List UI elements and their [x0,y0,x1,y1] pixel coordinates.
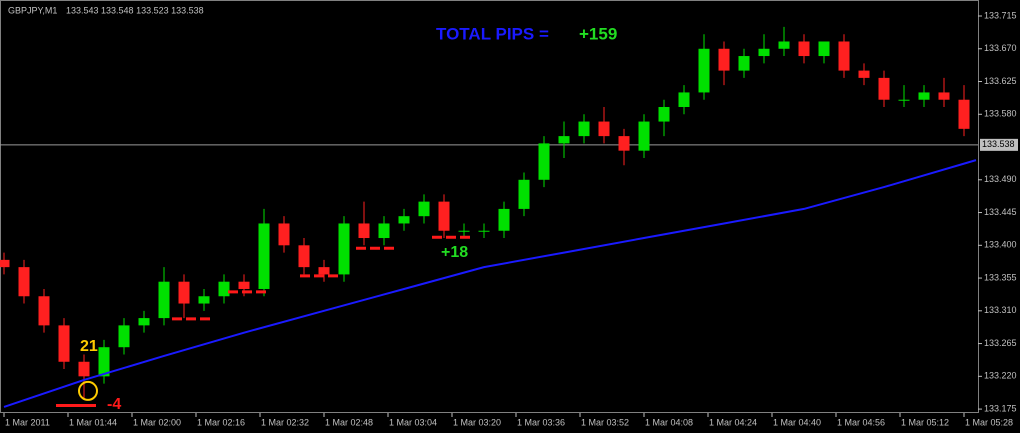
candle-body [698,48,710,93]
candle-body [558,136,570,144]
candle-body [0,259,10,268]
x-tick-label: 1 Mar 02:00 [133,417,181,427]
x-tick-label: 1 Mar 05:12 [901,417,949,427]
candle-body [278,223,290,246]
candle-body [938,92,950,100]
candle-body [738,56,750,71]
x-tick-label: 1 Mar 04:24 [709,417,757,427]
candle-body [538,143,550,180]
gain-label: +18 [441,244,468,261]
x-tick-label: 1 Mar 05:28 [965,417,1013,427]
entry-count: 21 [80,338,98,355]
candle-body [678,92,690,107]
x-tick-label: 1 Mar 03:36 [517,417,565,427]
candle-body [498,208,510,231]
total-label: TOTAL PIPS = [436,24,549,43]
candle-body [78,361,90,377]
y-tick-label: 133.670 [984,43,1017,53]
candle-body [478,230,490,232]
loss-label: -4 [107,396,121,413]
price-tag [980,138,1018,151]
y-tick-label: 133.445 [984,207,1017,217]
candle-body [438,201,450,231]
symbol: GBPJPY,M1 [8,5,57,15]
x-tick-label: 1 Mar 02:32 [261,417,309,427]
candle-body [398,216,410,224]
x-tick-label: 1 Mar 03:52 [581,417,629,427]
y-tick-label: 133.625 [984,76,1017,86]
x-tick-label: 1 Mar 04:40 [773,417,821,427]
candle-body [618,136,630,151]
candle-body [578,121,590,137]
candle-body [778,41,790,49]
candle-body [58,325,70,362]
candle-body [758,48,770,57]
candle-body [158,281,170,319]
candle-body [378,223,390,239]
candle-body [38,296,50,326]
candle-body [598,121,610,137]
candle-body [218,281,230,297]
candle-body [838,41,850,71]
candle-body [658,106,670,122]
quote: 133.543 133.548 133.523 133.538 [66,5,204,15]
x-tick-label: 1 Mar 04:56 [837,417,885,427]
candle-body [338,223,350,275]
candle-body [878,77,890,100]
candle-body [238,281,250,289]
y-tick-label: 133.175 [984,403,1017,413]
candle-body [258,223,270,289]
y-tick-label: 133.310 [984,305,1017,315]
x-tick-label: 1 Mar 02:48 [325,417,373,427]
candle-body [418,201,430,217]
entry-circle [78,380,98,401]
price-tag-label: 133.538 [982,139,1015,149]
candle-body [198,296,210,304]
x-tick-label: 1 Mar 2011 [5,417,50,427]
candle-body [138,318,150,326]
x-tick-label: 1 Mar 03:20 [453,417,501,427]
x-tick-label: 1 Mar 02:16 [197,417,245,427]
candle-body [18,267,30,297]
candle-body [918,92,930,100]
x-tick-label: 1 Mar 01:44 [69,417,117,427]
candle-body [518,179,530,209]
candle-body [718,48,730,71]
y-tick-label: 133.580 [984,109,1017,119]
y-tick-label: 133.490 [984,174,1017,184]
candle-body [318,267,330,275]
candle-body [458,230,470,232]
y-tick-label: 133.220 [984,371,1017,381]
candle-body [98,347,110,377]
y-tick-label: 133.355 [984,272,1017,282]
candle-body [638,121,650,151]
plot-frame [0,0,979,413]
candle-body [898,99,910,101]
x-tick-label: 1 Mar 03:04 [389,417,437,427]
candle-body [798,41,810,57]
candle-body [958,99,970,129]
y-tick-label: 133.715 [984,10,1017,20]
y-tick-label: 133.400 [984,240,1017,250]
candle-body [178,281,190,304]
moving-average [3,159,977,408]
candle-body [298,245,310,268]
total-value: +159 [579,24,617,43]
x-tick-label: 1 Mar 04:08 [645,417,693,427]
candle-body [358,223,370,239]
candle-body [118,325,130,348]
y-tick-label: 133.265 [984,338,1017,348]
candle-body [858,70,870,78]
candle-body [818,41,830,57]
